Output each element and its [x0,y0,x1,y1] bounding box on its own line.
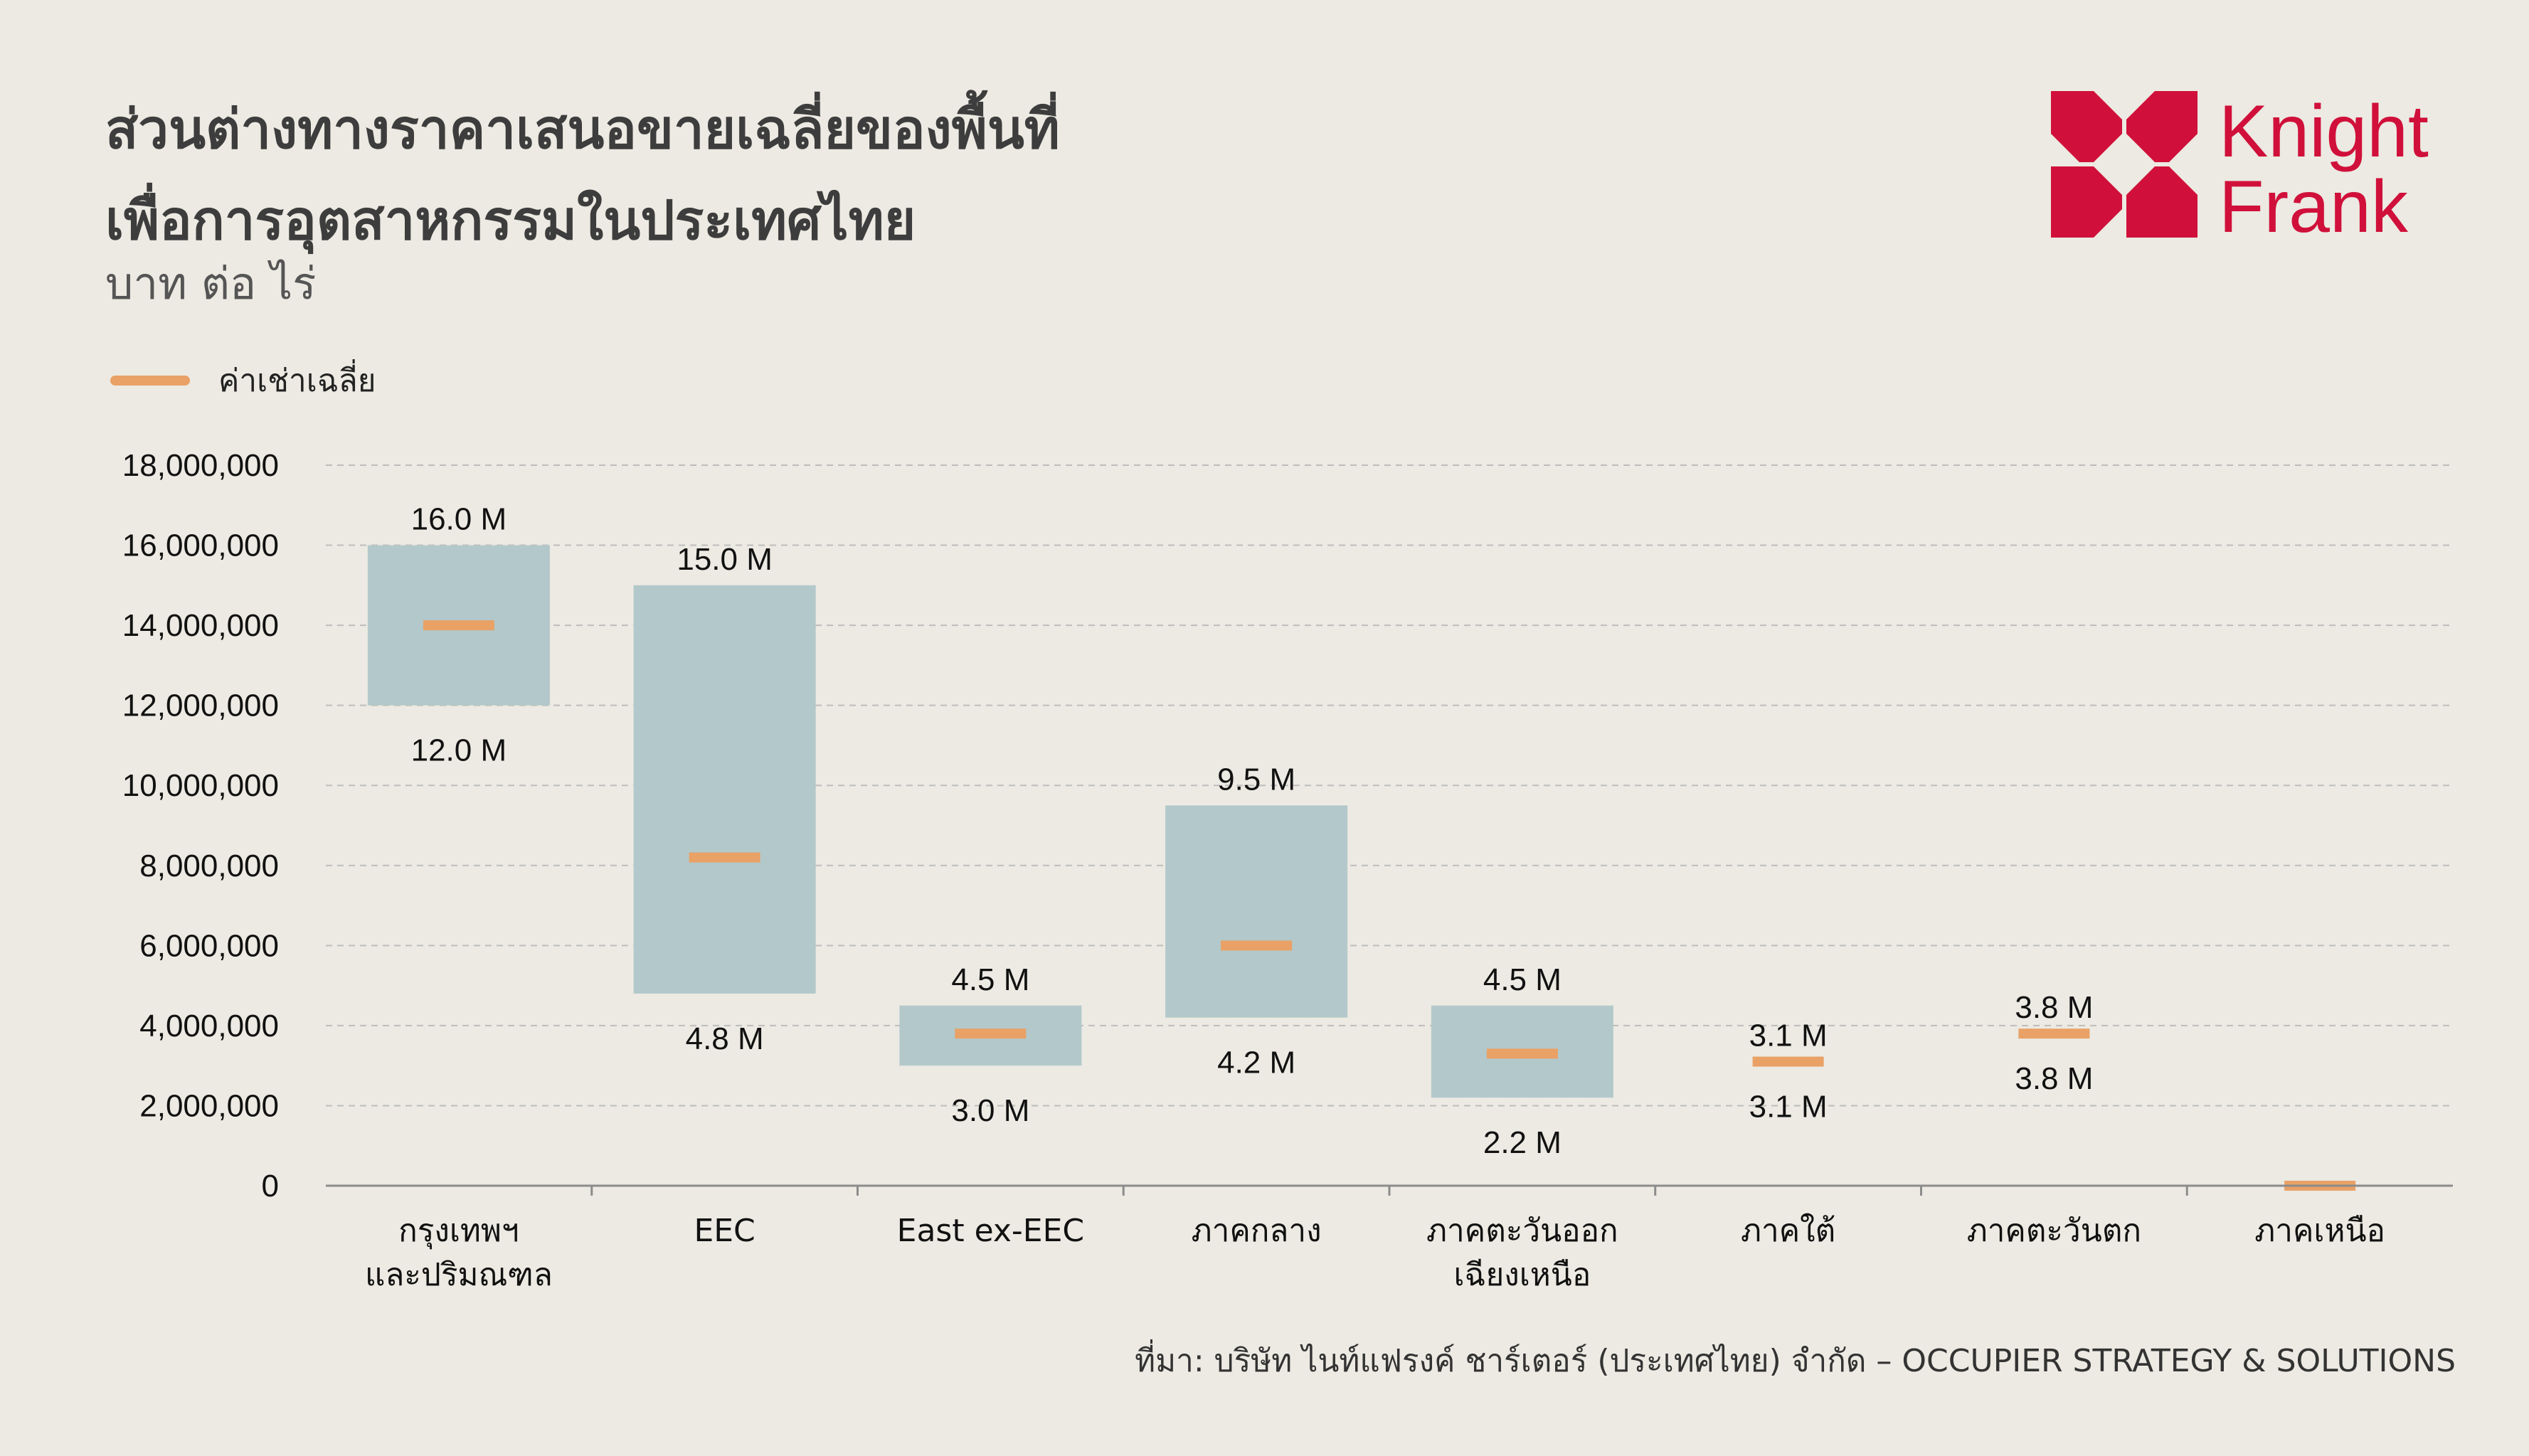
y-tick-label: 8,000,000 [139,849,279,883]
y-tick-label: 2,000,000 [139,1088,279,1123]
average-marker [423,620,494,631]
average-marker [1221,940,1293,951]
chart-title: ส่วนต่างทางราคาเสนอขายเฉลี่ยของพื้นที่ เ… [105,84,1060,266]
average-marker [689,852,760,863]
y-axis-ticks: 0 2,000,000 4,000,000 6,000,000 8,000,000 10,… [122,448,279,1203]
y-tick-label: 12,000,000 [122,689,279,723]
min-value-label: 3.1 M [1749,1090,1828,1125]
category-label: และปริมณฑล [365,1257,553,1293]
average-marker [1752,1056,1824,1067]
category-label: ภาคตะวันออก [1426,1213,1618,1249]
legend: ค่าเช่าเฉลี่ย [110,356,376,405]
category-label: ภาคตะวันตก [1967,1213,2141,1249]
range-bar [1165,805,1348,1018]
legend-swatch-average [110,376,190,386]
y-tick-label: 14,000,000 [122,608,279,643]
average-markers [423,620,2356,1191]
average-marker [2018,1029,2090,1039]
y-tick-label: 0 [262,1169,279,1203]
max-value-label: 3.1 M [1749,1019,1828,1053]
min-value-label: 4.2 M [1217,1046,1295,1080]
x-axis [326,1184,2453,1196]
average-marker [1486,1048,1558,1059]
knight-frank-logo-mark [2051,91,2197,238]
legend-label-average: ค่าเช่าเฉลี่ย [218,363,376,399]
max-value-label: 3.8 M [2015,990,2093,1025]
category-label: เฉียงเหนือ [1453,1257,1591,1293]
max-value-label: 16.0 M [411,502,507,537]
logo-text-knight: Knight [2219,91,2429,173]
max-value-label: 15.0 M [677,542,773,577]
range-bar [633,585,816,994]
source-note: ที่มา: บริษัท ไนท์แฟรงค์ ชาร์เตอร์ (ประเ… [1135,1343,2456,1379]
y-tick-label: 10,000,000 [122,768,279,803]
max-value-label: 4.5 M [951,962,1029,997]
logo-text-frank: Frank [2219,166,2409,238]
y-tick-label: 4,000,000 [139,1009,279,1043]
y-tick-label: 6,000,000 [139,928,279,963]
category-label: EEC [694,1213,755,1249]
average-marker [955,1029,1027,1039]
category-label: กรุงเทพฯ [398,1213,519,1250]
min-value-label: 2.2 M [1483,1125,1562,1160]
category-label: ภาคกลาง [1192,1213,1322,1249]
min-value-label: 3.8 M [2015,1061,2093,1096]
min-value-label: 12.0 M [411,733,507,768]
data-labels: 16.0 M 12.0 M 15.0 M 4.8 M 4.5 M 3.0 M 9.5 M 4.… [411,502,2094,1161]
knight-frank-logo: Knight Frank [2051,91,2429,238]
max-value-label: 9.5 M [1217,762,1295,797]
y-tick-label: 18,000,000 [122,448,279,483]
category-label: ภาคเหนือ [2254,1213,2385,1249]
y-tick-label: 16,000,000 [122,528,279,563]
title-line-2: เพื่อการอุตสาหกรรมในประเทศไทย [105,188,916,252]
title-line-1: ส่วนต่างทางราคาเสนอขายเฉลี่ยของพื้นที่ [105,97,1060,161]
range-bars [367,545,1613,1098]
category-label: East ex-EEC [897,1213,1084,1249]
chart-subtitle: บาท ต่อ ไร่ [105,257,317,309]
min-value-label: 3.0 M [951,1093,1029,1128]
max-value-label: 4.5 M [1483,962,1562,997]
category-label: ภาคใต้ [1741,1213,1835,1249]
min-value-label: 4.8 M [686,1021,764,1056]
